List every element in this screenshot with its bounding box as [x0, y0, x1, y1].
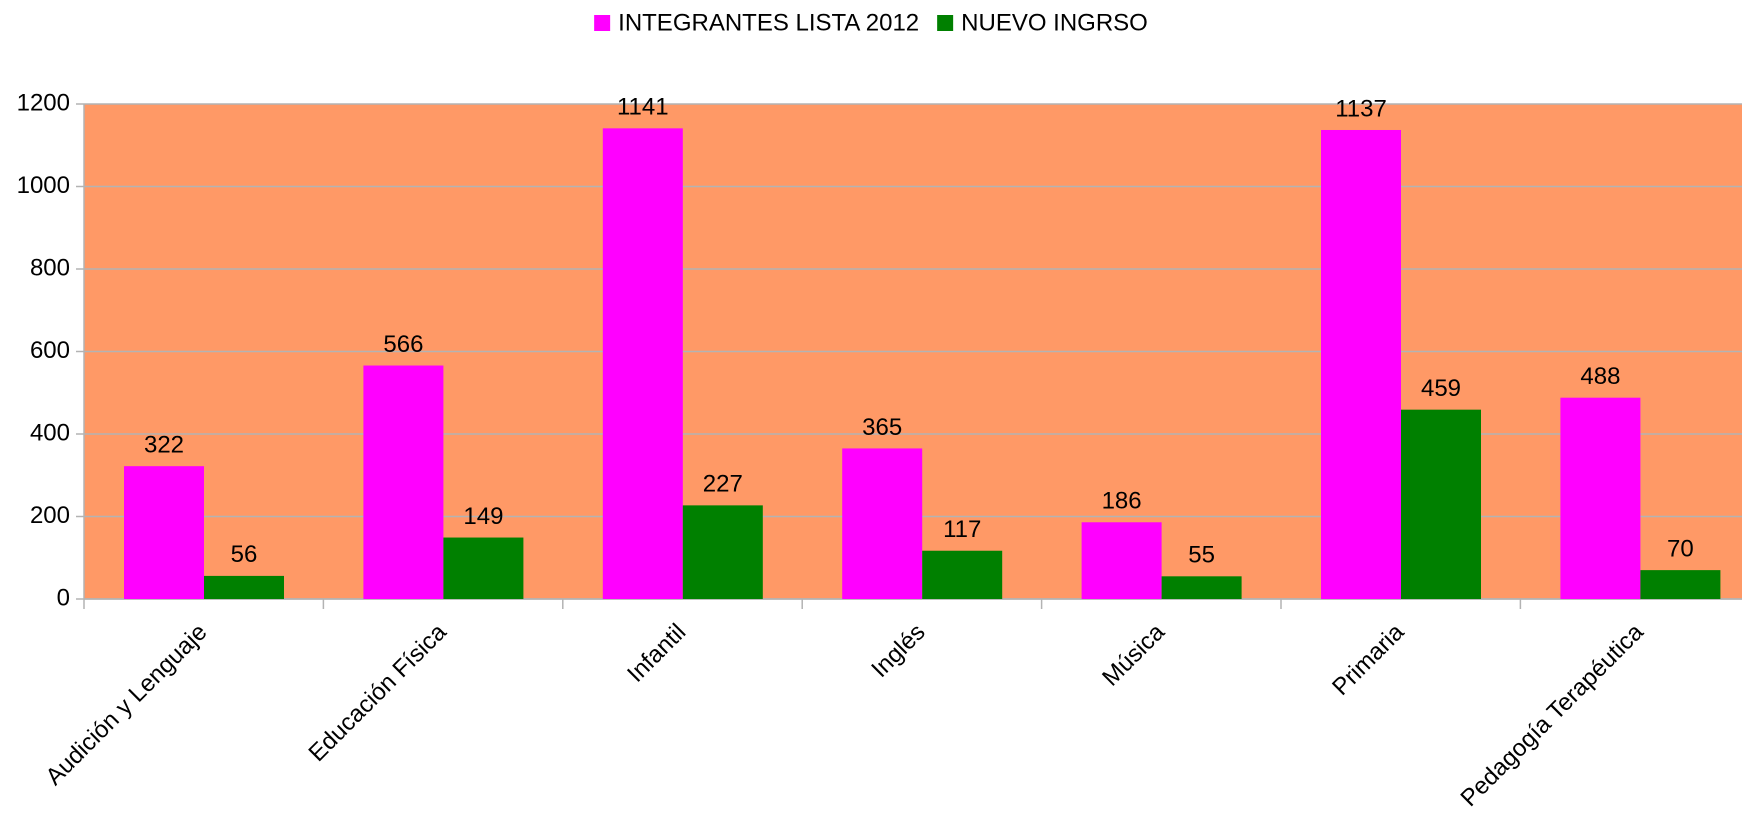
bar: [1081, 522, 1162, 599]
bar: [1161, 576, 1242, 599]
y-tick-label: 800: [30, 254, 70, 281]
data-label: 488: [1580, 363, 1620, 390]
bar: [443, 537, 524, 599]
data-label: 56: [231, 541, 258, 568]
data-label: 55: [1188, 542, 1215, 569]
data-label: 1141: [617, 94, 669, 121]
legend-label: INTEGRANTES LISTA 2012: [618, 9, 919, 36]
data-label: 459: [1421, 375, 1461, 402]
legend-label: NUEVO INGRSO: [961, 9, 1148, 36]
data-label: 1137: [1335, 95, 1387, 122]
bar: [922, 550, 1003, 599]
bar: [124, 466, 204, 599]
y-tick-label: 0: [57, 584, 70, 611]
bar: [1401, 409, 1481, 599]
y-tick-label: 200: [30, 502, 70, 529]
data-label: 70: [1667, 535, 1694, 562]
legend-swatch: [937, 15, 954, 31]
y-tick-label: 600: [30, 337, 70, 364]
data-label: 322: [144, 432, 184, 459]
legend-swatch: [594, 15, 611, 31]
bar: [204, 575, 284, 599]
y-tick-label: 1000: [17, 172, 70, 199]
bar: [363, 365, 444, 599]
data-label: 566: [383, 331, 423, 358]
bar: [602, 128, 683, 599]
y-tick-label: 400: [30, 419, 70, 446]
bar: [1321, 129, 1401, 600]
bar: [682, 505, 763, 599]
data-label: 227: [703, 471, 743, 498]
legend: INTEGRANTES LISTA 2012 NUEVO INGRSO: [594, 9, 1148, 36]
data-label: 365: [862, 414, 902, 441]
bar: [842, 448, 923, 599]
data-label: 149: [463, 503, 503, 530]
data-label: 186: [1102, 488, 1142, 515]
data-label: 117: [943, 516, 981, 543]
bar: [1560, 397, 1641, 599]
y-tick-label: 1200: [17, 89, 70, 116]
bar: [1640, 570, 1721, 599]
